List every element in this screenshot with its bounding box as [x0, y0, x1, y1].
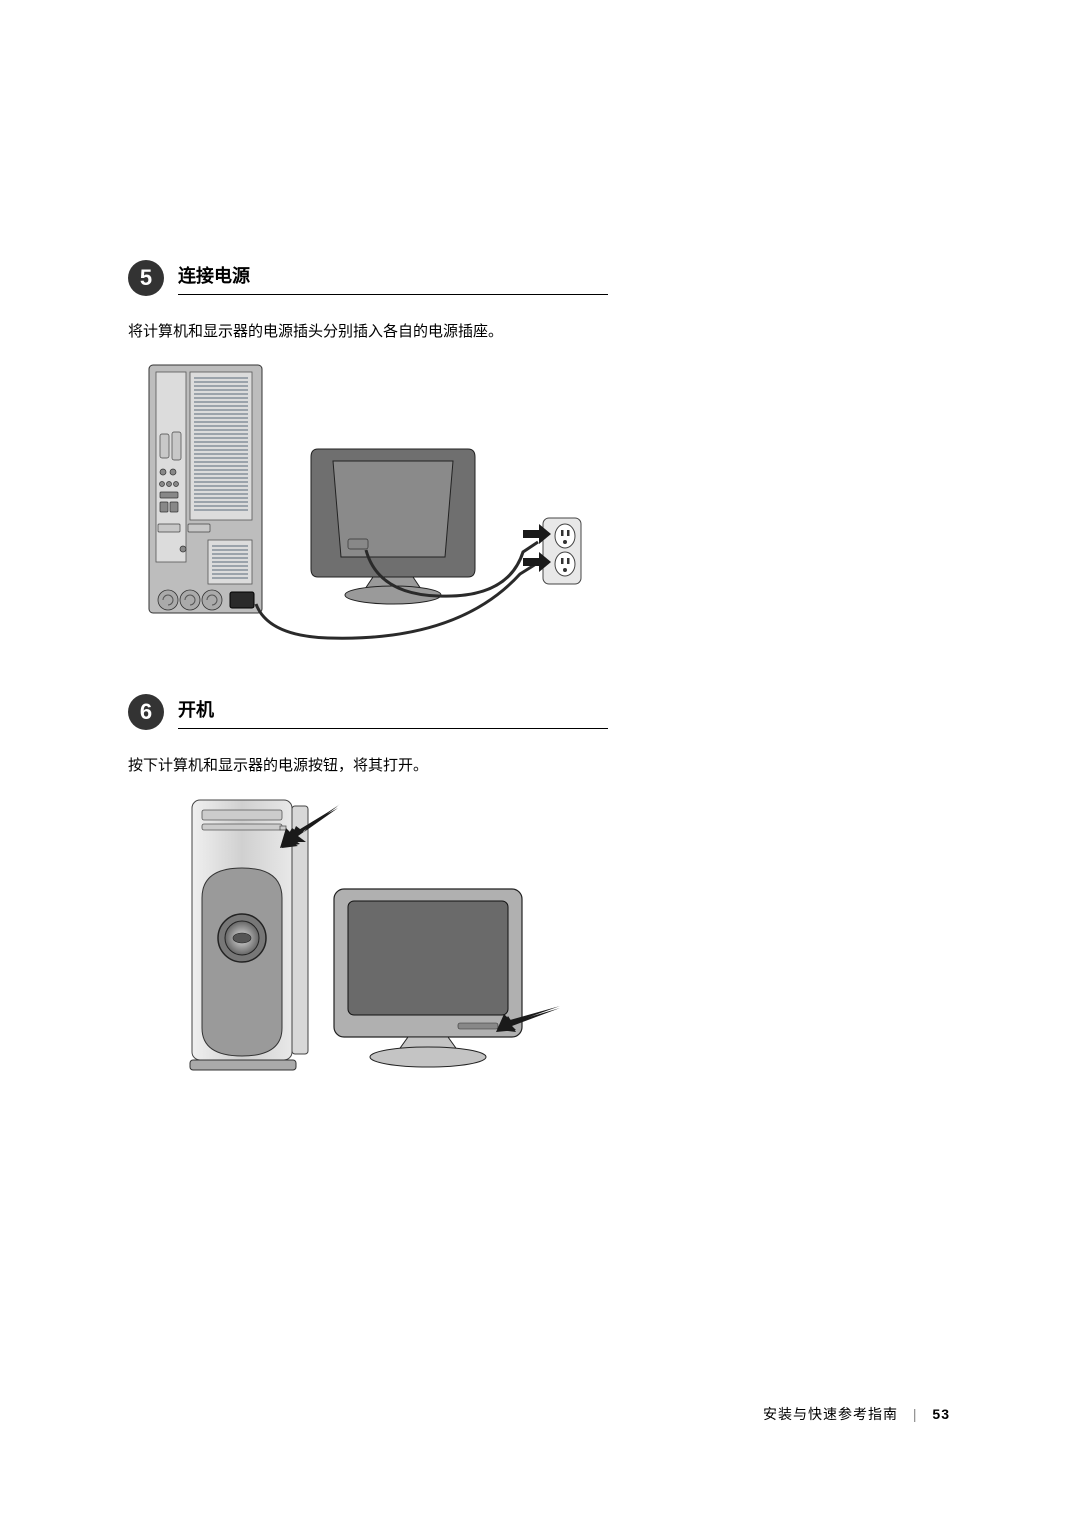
monitor-back-icon	[303, 439, 483, 614]
step-5-badge: 5	[128, 260, 164, 296]
footer-label: 安装与快速参考指南	[763, 1406, 898, 1422]
step-6-title: 开机	[178, 696, 608, 729]
page-number: 53	[932, 1406, 950, 1422]
step-6-header: 6 开机	[128, 694, 608, 730]
power-arrows-icon	[188, 798, 568, 1093]
wall-outlet-icon	[523, 516, 583, 586]
step-5-title: 连接电源	[178, 262, 608, 295]
connect-power-illustration	[128, 364, 598, 654]
step-6-body: 按下计算机和显示器的电源按钮，将其打开。	[128, 754, 608, 778]
step-6-badge: 6	[128, 694, 164, 730]
step-5-header: 5 连接电源	[128, 260, 608, 296]
tower-back-icon	[148, 364, 263, 614]
footer-divider: |	[913, 1406, 918, 1422]
page-footer: 安装与快速参考指南 | 53	[763, 1404, 950, 1424]
step-5-body: 将计算机和显示器的电源插头分别插入各自的电源插座。	[128, 320, 608, 344]
power-on-illustration	[188, 798, 568, 1093]
